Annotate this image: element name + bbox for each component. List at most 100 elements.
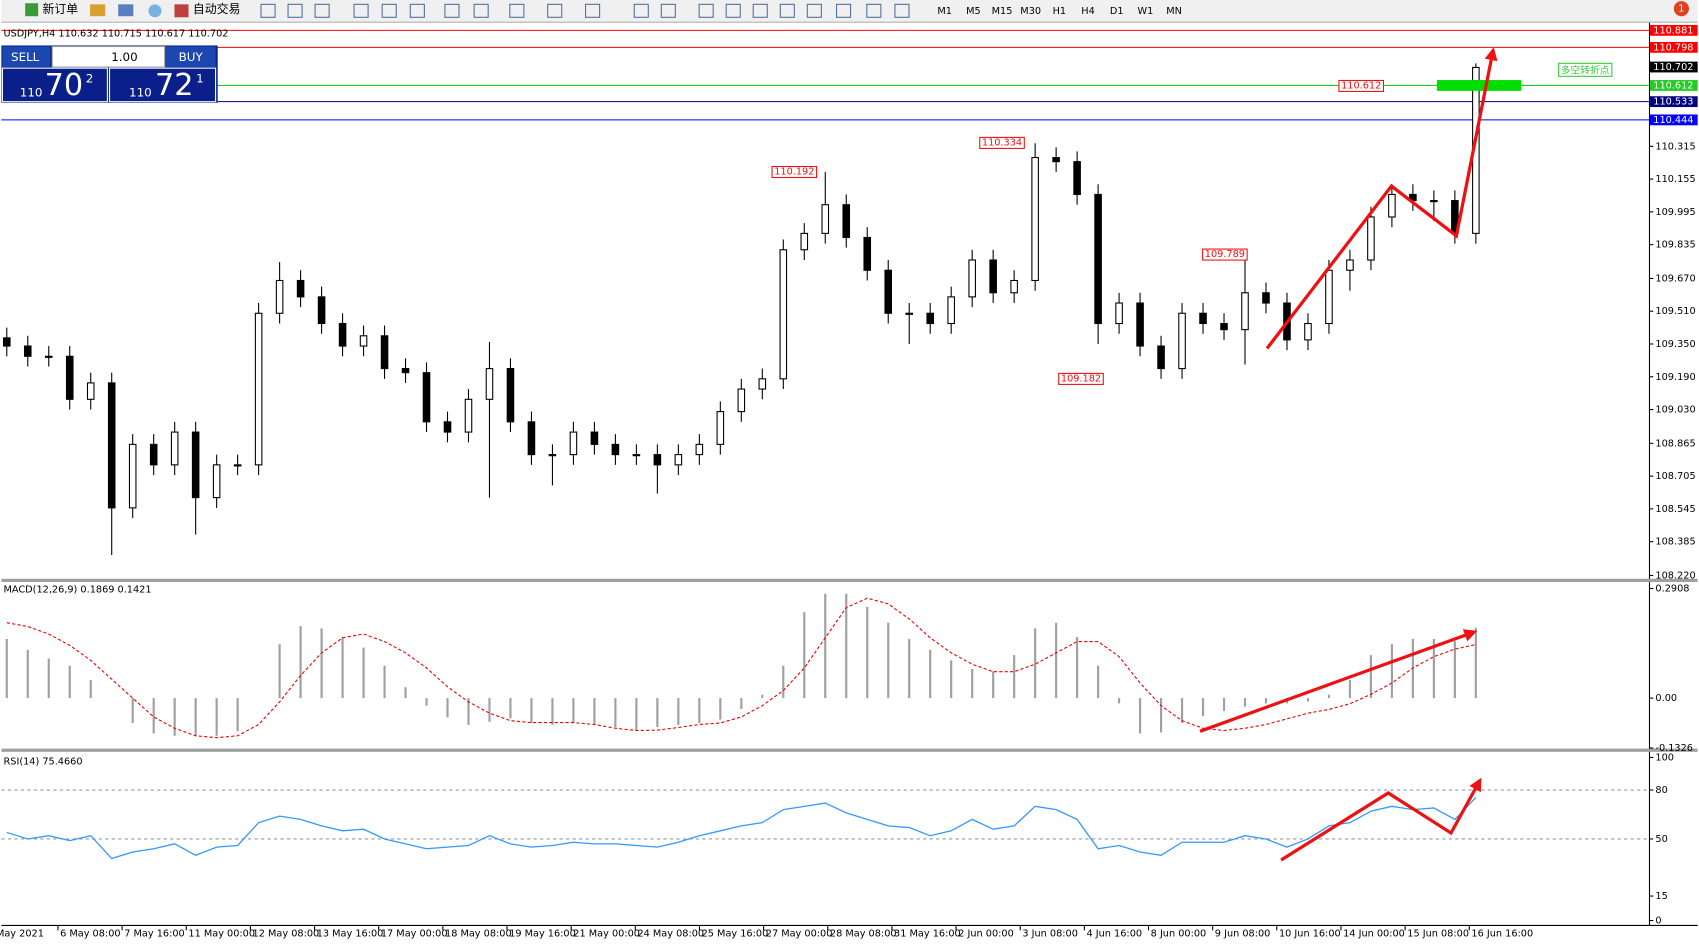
tool-icon[interactable] bbox=[866, 3, 882, 18]
tool-icon[interactable] bbox=[444, 3, 460, 18]
x-tick-label: 4 Jun 16:00 bbox=[1087, 929, 1143, 939]
candle-body bbox=[1052, 157, 1060, 163]
level-label: 110.444 bbox=[1653, 115, 1693, 126]
x-tick-label: 28 May 08:00 bbox=[830, 929, 897, 939]
tool-icon[interactable] bbox=[779, 3, 795, 18]
candle-body bbox=[65, 355, 74, 400]
new-order-icon[interactable] bbox=[25, 3, 39, 17]
candle-body bbox=[1325, 269, 1333, 325]
x-tick-label: 27 May 00:00 bbox=[766, 929, 833, 939]
trend-arrow bbox=[1265, 47, 1498, 350]
candle-body bbox=[1073, 161, 1081, 195]
y-tick-label: 80 bbox=[1655, 785, 1667, 796]
tool-icon[interactable] bbox=[148, 4, 162, 18]
candle-body bbox=[485, 368, 494, 400]
y-tick-label: 108.705 bbox=[1655, 471, 1695, 482]
tool-icon[interactable] bbox=[260, 3, 276, 18]
candle-body bbox=[2, 337, 11, 347]
x-tick-label: 8 Jun 00:00 bbox=[1151, 929, 1207, 939]
x-tick-label: 16 Jun 16:00 bbox=[1471, 929, 1533, 939]
buy-price-box[interactable] bbox=[109, 67, 217, 103]
price-annotation: 110.334 bbox=[982, 137, 1022, 148]
tool-icon[interactable] bbox=[725, 3, 741, 18]
tool-icon[interactable] bbox=[660, 3, 676, 18]
timeframe-button[interactable]: M30 bbox=[1020, 6, 1041, 17]
sell-price-box[interactable] bbox=[1, 67, 108, 103]
tool-icon[interactable] bbox=[585, 3, 601, 18]
x-tick-label: 24 May 08:00 bbox=[637, 929, 704, 939]
candle-body bbox=[233, 464, 242, 467]
candle-body bbox=[800, 232, 809, 251]
tool-icon[interactable] bbox=[547, 3, 563, 18]
tool-icon[interactable] bbox=[806, 3, 822, 18]
candle-body bbox=[1388, 193, 1396, 218]
timeframe-button[interactable]: M5 bbox=[966, 6, 981, 17]
candle-body bbox=[464, 398, 473, 433]
buy-label[interactable]: BUY bbox=[179, 50, 204, 64]
y-tick-label: 100 bbox=[1655, 752, 1674, 763]
sell-button[interactable] bbox=[2, 46, 51, 68]
candle-body bbox=[296, 279, 305, 298]
tool-icon[interactable] bbox=[752, 3, 768, 18]
level-label: 110.798 bbox=[1653, 42, 1693, 53]
candle-body bbox=[1136, 302, 1144, 347]
candle-body bbox=[1199, 312, 1207, 325]
tool-icon[interactable] bbox=[633, 3, 649, 18]
volume-input[interactable] bbox=[51, 45, 166, 68]
candle-body bbox=[1031, 157, 1039, 282]
volume[interactable]: 1.00 bbox=[111, 50, 137, 64]
candle-body bbox=[527, 421, 536, 456]
panel-separator bbox=[1, 748, 1698, 752]
panel-separator bbox=[1, 578, 1698, 583]
timeframe-button[interactable]: H4 bbox=[1081, 6, 1095, 17]
buy-button[interactable] bbox=[165, 46, 216, 68]
level-label: 110.702 bbox=[1653, 62, 1693, 73]
tool-icon[interactable] bbox=[835, 3, 852, 18]
level-tag bbox=[1650, 24, 1698, 36]
level-tag bbox=[1650, 61, 1698, 73]
annotation-box bbox=[979, 136, 1025, 149]
tool-icon[interactable] bbox=[473, 3, 489, 18]
timeframe-button[interactable]: M1 bbox=[937, 6, 952, 17]
timeframe-button[interactable]: H1 bbox=[1053, 6, 1067, 17]
candle-body bbox=[674, 454, 683, 466]
candle-body bbox=[968, 259, 976, 298]
y-tick-label: 109.995 bbox=[1655, 207, 1695, 218]
turning-note: 多空转折点 bbox=[1561, 63, 1610, 76]
tool-icon[interactable] bbox=[287, 3, 303, 18]
notification-badge[interactable] bbox=[1673, 1, 1689, 17]
auto-trading[interactable]: 自动交易 bbox=[193, 2, 241, 16]
candle-body bbox=[947, 296, 955, 325]
candle-body bbox=[905, 312, 914, 315]
sell-label[interactable]: SELL bbox=[11, 50, 40, 64]
timeframe-button[interactable]: M15 bbox=[992, 6, 1013, 17]
tool-icon[interactable] bbox=[894, 3, 910, 18]
timeframe-button[interactable]: MN bbox=[1166, 6, 1182, 17]
level-tag bbox=[1650, 96, 1698, 108]
candle-body bbox=[506, 368, 515, 423]
toolbar-icons bbox=[260, 3, 910, 18]
tool-icon[interactable] bbox=[314, 3, 330, 18]
level-tag bbox=[1650, 80, 1698, 91]
x-tick-label: 15 Jun 08:00 bbox=[1407, 929, 1469, 939]
tool-icon[interactable] bbox=[118, 4, 134, 17]
candle-body bbox=[275, 279, 284, 314]
pips: 72 bbox=[155, 68, 194, 103]
timeframe-button[interactable]: D1 bbox=[1110, 6, 1124, 17]
candle-body bbox=[1094, 193, 1102, 325]
candle-body bbox=[422, 372, 431, 423]
rsi-line bbox=[6, 796, 1477, 860]
timeframe-button[interactable]: W1 bbox=[1137, 6, 1153, 17]
tool-icon[interactable] bbox=[381, 3, 397, 18]
tool-icon[interactable] bbox=[509, 3, 525, 18]
tool-icon[interactable] bbox=[353, 3, 369, 18]
y-tick-label: 109.350 bbox=[1655, 339, 1695, 350]
new-order[interactable]: 新订单 bbox=[42, 2, 78, 16]
tool-icon[interactable] bbox=[698, 3, 714, 18]
rsi-title: RSI(14) 75.4660 bbox=[4, 757, 83, 768]
tool-icon[interactable] bbox=[90, 4, 106, 17]
tool-icon[interactable] bbox=[409, 3, 425, 18]
auto-trading-icon[interactable] bbox=[174, 4, 189, 18]
